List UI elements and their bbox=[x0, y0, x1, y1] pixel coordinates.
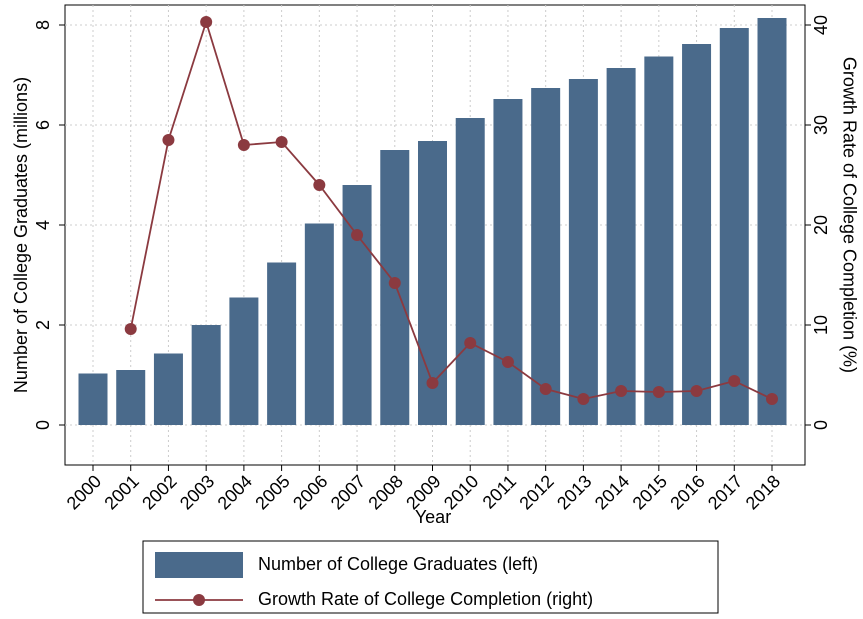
line-marker bbox=[501, 356, 514, 368]
line-marker bbox=[766, 393, 778, 405]
y2-axis-title: Growth Rate of College Completion (%) bbox=[839, 57, 859, 373]
line-marker bbox=[577, 393, 590, 405]
x-tick-label: 2011 bbox=[479, 471, 521, 513]
legend-swatch bbox=[155, 552, 243, 578]
line-marker bbox=[690, 385, 703, 397]
line-marker bbox=[388, 277, 401, 289]
line bbox=[129, 18, 773, 400]
y-tick-label: 0 bbox=[33, 420, 53, 430]
bar bbox=[304, 223, 334, 425]
line-marker bbox=[200, 16, 213, 28]
x-tick-label: 2012 bbox=[515, 471, 557, 513]
bar bbox=[682, 44, 712, 425]
line-marker bbox=[313, 179, 326, 191]
line-marker bbox=[237, 139, 250, 151]
line-marker bbox=[539, 383, 552, 395]
line-marker bbox=[124, 323, 137, 335]
bar bbox=[757, 18, 787, 425]
legend-label: Growth Rate of College Completion (right… bbox=[258, 589, 593, 609]
bar bbox=[153, 353, 183, 425]
y-tick-label: 6 bbox=[33, 120, 53, 130]
plot-frame bbox=[64, 4, 806, 466]
y-tick-label: 4 bbox=[33, 220, 53, 230]
x-tick-label: 2017 bbox=[704, 471, 746, 513]
legend-swatch-marker bbox=[193, 594, 205, 606]
bar bbox=[191, 325, 221, 425]
x-tick-label: 2002 bbox=[138, 471, 180, 513]
line-marker bbox=[426, 377, 439, 389]
y-tick-label: 2 bbox=[33, 320, 53, 330]
x-tick-label: 2004 bbox=[214, 471, 256, 513]
y-tick-label: 8 bbox=[33, 20, 53, 30]
line-marker bbox=[728, 375, 741, 387]
bar bbox=[606, 68, 636, 425]
y2-tick-label: 20 bbox=[811, 215, 831, 235]
line-marker bbox=[652, 386, 665, 398]
bar bbox=[644, 56, 674, 425]
bar bbox=[229, 297, 259, 425]
x-axis-title: Year bbox=[415, 507, 451, 527]
bar bbox=[531, 88, 561, 425]
x-tick-label: 2015 bbox=[629, 471, 671, 513]
legend-label: Number of College Graduates (left) bbox=[258, 554, 538, 574]
bar bbox=[342, 185, 372, 425]
y2-tick-label: 40 bbox=[811, 15, 831, 35]
line-marker bbox=[162, 134, 175, 146]
legend-box bbox=[142, 540, 719, 614]
y2-tick-label: 0 bbox=[811, 420, 831, 430]
y2-tick-label: 30 bbox=[811, 115, 831, 135]
bar bbox=[78, 373, 108, 425]
line-marker bbox=[351, 229, 364, 241]
x-tick-label: 2008 bbox=[365, 471, 407, 513]
x-tick-label: 2007 bbox=[327, 471, 369, 513]
bar bbox=[568, 79, 598, 425]
x-tick-label: 2003 bbox=[176, 471, 218, 513]
bar bbox=[493, 99, 523, 425]
x-tick-label: 2018 bbox=[742, 471, 784, 513]
x-tick-label: 2006 bbox=[289, 471, 331, 513]
bar bbox=[116, 370, 146, 425]
bar bbox=[455, 118, 485, 425]
line-marker bbox=[464, 337, 477, 349]
x-tick-label: 2016 bbox=[666, 471, 708, 513]
x-tick-label: 2014 bbox=[591, 471, 633, 513]
x-tick-label: 2013 bbox=[553, 471, 595, 513]
y-axis-title: Number of College Graduates (millions) bbox=[11, 77, 31, 393]
line-marker bbox=[275, 136, 288, 148]
x-tick-label: 2005 bbox=[251, 471, 293, 513]
x-tick-label: 2000 bbox=[63, 471, 105, 513]
line-marker bbox=[615, 385, 628, 397]
x-tick-label: 2001 bbox=[100, 471, 142, 513]
y2-tick-label: 10 bbox=[811, 315, 831, 335]
bar bbox=[719, 28, 749, 425]
bar bbox=[267, 262, 297, 425]
